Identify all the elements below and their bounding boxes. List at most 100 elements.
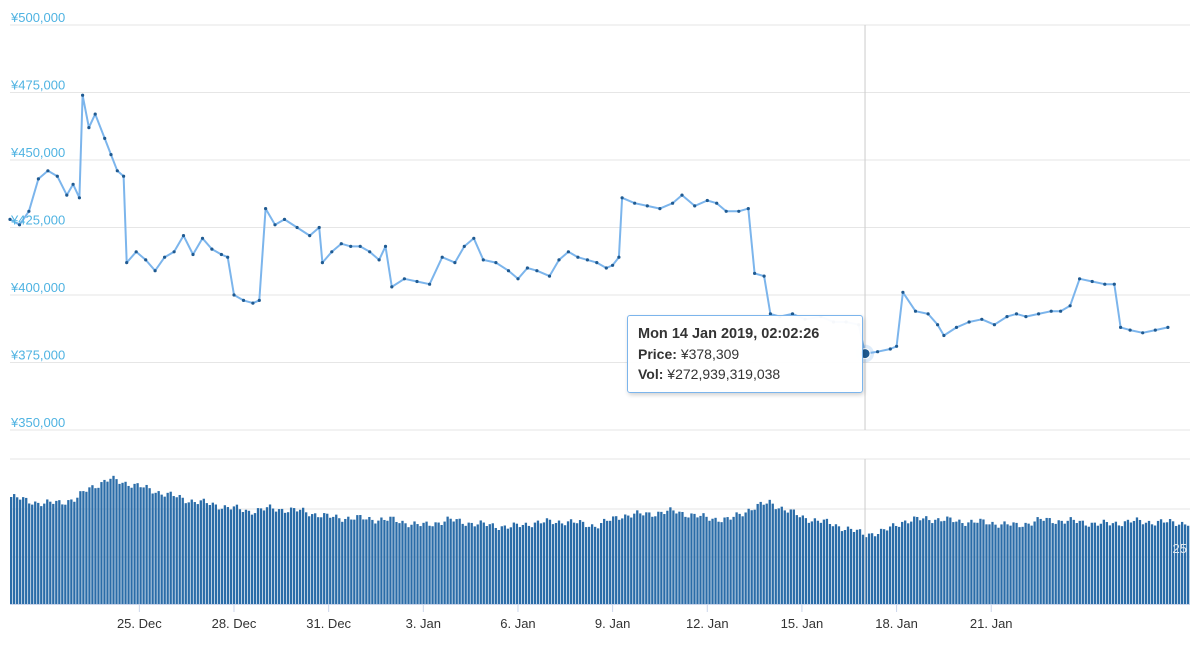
volume-bar (515, 523, 519, 604)
volume-bar (214, 504, 217, 604)
volume-bar (1078, 520, 1081, 604)
volume-bar (846, 526, 850, 604)
price-point (134, 250, 138, 254)
volume-bar (633, 513, 636, 604)
price-point (547, 274, 552, 278)
volume-bar (1132, 520, 1136, 604)
x-tick-label: 9. Jan (595, 616, 630, 631)
volume-bar (530, 527, 534, 604)
price-point (402, 277, 406, 281)
volume-bar (458, 518, 461, 604)
volume-bar (1024, 522, 1027, 604)
volume-bar (73, 501, 76, 604)
y-tick-label: ¥350,000 (10, 415, 65, 430)
price-point (125, 261, 129, 265)
volume-bar (1057, 520, 1060, 604)
volume-bar (973, 522, 976, 604)
price-point (383, 244, 388, 248)
volume-bar (455, 519, 458, 604)
volume-bar (422, 522, 425, 604)
volume-bar (521, 524, 525, 604)
volume-bar (867, 533, 871, 604)
volume-bar (1003, 521, 1006, 604)
tooltip-title: Mon 14 Jan 2019, 02:02:26 (638, 326, 820, 342)
volume-bar (244, 509, 248, 604)
volume-bar (1006, 524, 1009, 604)
volume-bar (220, 508, 224, 604)
price-point (1005, 315, 1009, 319)
price-point (926, 312, 930, 316)
volume-bar (1087, 526, 1090, 604)
volume-bar (344, 518, 347, 604)
price-point (992, 323, 997, 327)
price-point (453, 261, 457, 265)
volume-bar (136, 483, 139, 604)
volume-bar (368, 516, 371, 604)
volume-bar (1063, 523, 1066, 604)
volume-bar (428, 525, 431, 604)
volume-bar (410, 524, 413, 604)
volume-bar (1030, 525, 1033, 604)
volume-bar (786, 512, 789, 604)
volume-bar (250, 514, 254, 604)
volume-bar (1150, 524, 1154, 604)
volume-bar (584, 527, 588, 604)
y-axis-labels: ¥350,000 ¥375,000 ¥400,000 ¥425,000 ¥450,000… (10, 10, 65, 430)
volume-bar (720, 522, 723, 604)
volume-bar (1027, 523, 1030, 604)
price-point (251, 301, 255, 305)
volume-bar (401, 520, 404, 604)
price-point (680, 193, 684, 197)
volume-bar (1009, 525, 1012, 604)
volume-bar (934, 519, 937, 604)
volume-bar (732, 516, 735, 604)
volume-bar (292, 508, 296, 604)
volume-bar (687, 517, 690, 604)
volume-bar (503, 525, 506, 604)
volume-bar (810, 521, 814, 604)
volume-bar (395, 521, 398, 604)
volume-bar (28, 503, 31, 604)
x-tick-label: 21. Jan (970, 616, 1013, 631)
price-grid (10, 24, 1190, 431)
volume-bar (341, 521, 344, 604)
volume-axis-label: 25 (1173, 541, 1187, 556)
volume-bar (1105, 522, 1109, 604)
volume-bar (58, 500, 61, 604)
price-point (330, 250, 334, 254)
price-point (1068, 304, 1072, 308)
price-point (339, 242, 343, 246)
x-tick-label: 28. Dec (212, 616, 257, 631)
volume-bar (1126, 519, 1130, 604)
volume-bar (931, 523, 934, 604)
volume-bar (789, 509, 792, 604)
volume-bar (461, 523, 464, 604)
price-point (65, 193, 69, 197)
price-point (264, 207, 268, 211)
price-point (232, 293, 236, 297)
volume-bar (852, 531, 856, 604)
price-point (671, 201, 675, 205)
volume-bar (473, 526, 476, 604)
volume-bar (1081, 520, 1084, 604)
price-point (27, 209, 31, 213)
volume-bar (1054, 523, 1057, 604)
volume-bar (163, 496, 166, 604)
volume-bar (711, 518, 714, 604)
volume-bar (560, 523, 564, 604)
volume-bar (606, 520, 609, 604)
volume-bar (109, 478, 112, 604)
x-tick-label: 31. Dec (306, 616, 351, 631)
volume-bar (660, 511, 663, 604)
volume-bar (1114, 521, 1118, 604)
x-tick-label: 3. Jan (406, 616, 441, 631)
price-point (200, 236, 205, 240)
volume-bar (440, 525, 443, 604)
volume-bar (470, 522, 473, 604)
tooltip-price-value: ¥378,309 (680, 346, 740, 362)
volume-bar (669, 507, 672, 604)
volume-bar (196, 504, 199, 604)
volume-bar (729, 519, 732, 604)
volume-bar (783, 510, 786, 604)
